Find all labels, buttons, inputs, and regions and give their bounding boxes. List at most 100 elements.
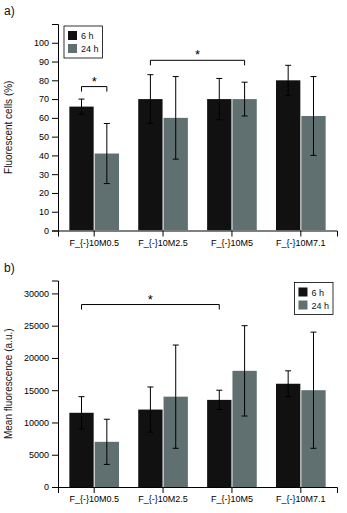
figure: 0102030405060708090100F_{-}10M0.5F_{-}10… [0,0,347,513]
tick-mark [52,422,58,423]
axis-line [59,488,338,494]
tick-mark [52,455,58,456]
tick-mark [52,390,58,391]
legend-label: 6 h [311,288,324,298]
tick: 10 [39,207,58,217]
panel-label: a) [4,4,15,18]
error-bar [173,77,179,160]
bar [207,400,231,487]
tick-mark [52,99,58,100]
tick-label: 5000 [29,450,49,460]
legend-item: 6 h [298,288,324,298]
tick-mark [52,326,58,327]
axis-line [52,25,59,232]
error-bar [104,419,110,464]
tick-label: 25000 [24,321,49,331]
legend-item: 24 h [298,301,329,311]
x-axis: F_{-}10M0.5 F_{-}10M2.5 F_{-}10M5 F_{-}10M7… [59,487,338,504]
tick-label: F_{-}10M0.5 [69,494,119,504]
tick: 30000 [24,289,58,299]
error-bar [79,397,85,429]
tick: F_{-}10M5 [211,231,253,248]
tick: F_{-}10M2.5 [138,487,188,504]
tick-label: 70 [39,94,49,104]
tick: 80 [39,76,58,86]
tick-label: 30 [39,170,49,180]
tick: 10000 [24,418,58,428]
tick-mark [52,43,58,44]
axis-title: Fluorescent cells (%) [3,81,14,174]
tick-mark [52,231,58,232]
tick-label: 40 [39,151,49,161]
tick: F_{-}10M7.1 [276,231,326,248]
bar [276,80,300,230]
legend-frame [294,283,333,315]
error-bar [310,77,316,156]
legend-swatch [68,44,77,53]
tick: 50 [39,132,58,142]
tick-label: 80 [39,76,49,86]
tick: 0 [44,482,58,492]
legend-item: 6 h [68,31,94,41]
error-bar [285,371,291,397]
series [95,326,326,487]
tick-label: 20 [39,188,49,198]
tick-label: 10000 [24,418,49,428]
legend-item: 24 h [68,44,99,54]
tick-label: F_{-}10M7.1 [276,238,326,248]
legend-label: 24 h [81,44,99,54]
error-bar [173,345,179,448]
tick-mark [52,62,58,63]
error-bar [242,82,248,116]
plot-area [69,326,325,487]
error-bar [79,99,85,114]
tick: 0 [44,226,58,236]
legend: 6 h 24 h [294,283,333,315]
tick-label: 30000 [24,289,49,299]
tick-label: F_{-}10M2.5 [138,494,188,504]
tick-mark [52,118,58,119]
tick-label: 100 [34,38,49,48]
panel: 0 5000 10000 15000 20000 25000 30000 F_{-}10M0.… [3,261,338,505]
legend-label: 6 h [81,31,94,41]
tick-mark [300,231,301,237]
tick-mark [52,293,58,294]
panel-label: b) [4,261,15,275]
annotation: * [195,47,200,62]
tick-label: F_{-}10M2.5 [138,238,188,248]
tick-mark [52,487,58,488]
panel: 0102030405060708090100F_{-}10M0.5F_{-}10… [3,4,338,248]
tick: 25000 [24,321,58,331]
legend-swatch [298,288,307,297]
tick-label: 15000 [24,386,49,396]
error-bar [104,123,110,183]
tick: 100 [34,38,58,48]
tick-mark [231,487,232,493]
x-axis: F_{-}10M0.5F_{-}10M2.5F_{-}10M5F_{-}10M7… [59,231,338,248]
tick-mark [52,137,58,138]
series [95,77,326,231]
tick: F_{-}10M5 [211,487,253,504]
tick: F_{-}10M7.1 [276,487,326,504]
tick-label: 50 [39,132,49,142]
tick-label: F_{-}10M5 [211,238,253,248]
axis-line [59,231,338,237]
legend: 6 h 24 h [64,26,103,58]
tick-mark [52,193,58,194]
tick-label: F_{-}10M5 [211,494,253,504]
tick: 5000 [29,450,58,460]
error-bar [285,65,291,95]
tick: 90 [39,57,58,67]
tick-label: 10 [39,207,49,217]
tick: 20000 [24,353,58,363]
tick-mark [52,155,58,156]
tick-mark [300,487,301,493]
annotation: * [148,292,153,307]
tick-mark [52,80,58,81]
series [69,371,300,487]
error-bar [242,326,248,416]
tick-label: 90 [39,57,49,67]
tick: 60 [39,113,58,123]
tick-label: 0 [44,482,49,492]
series [69,65,300,230]
